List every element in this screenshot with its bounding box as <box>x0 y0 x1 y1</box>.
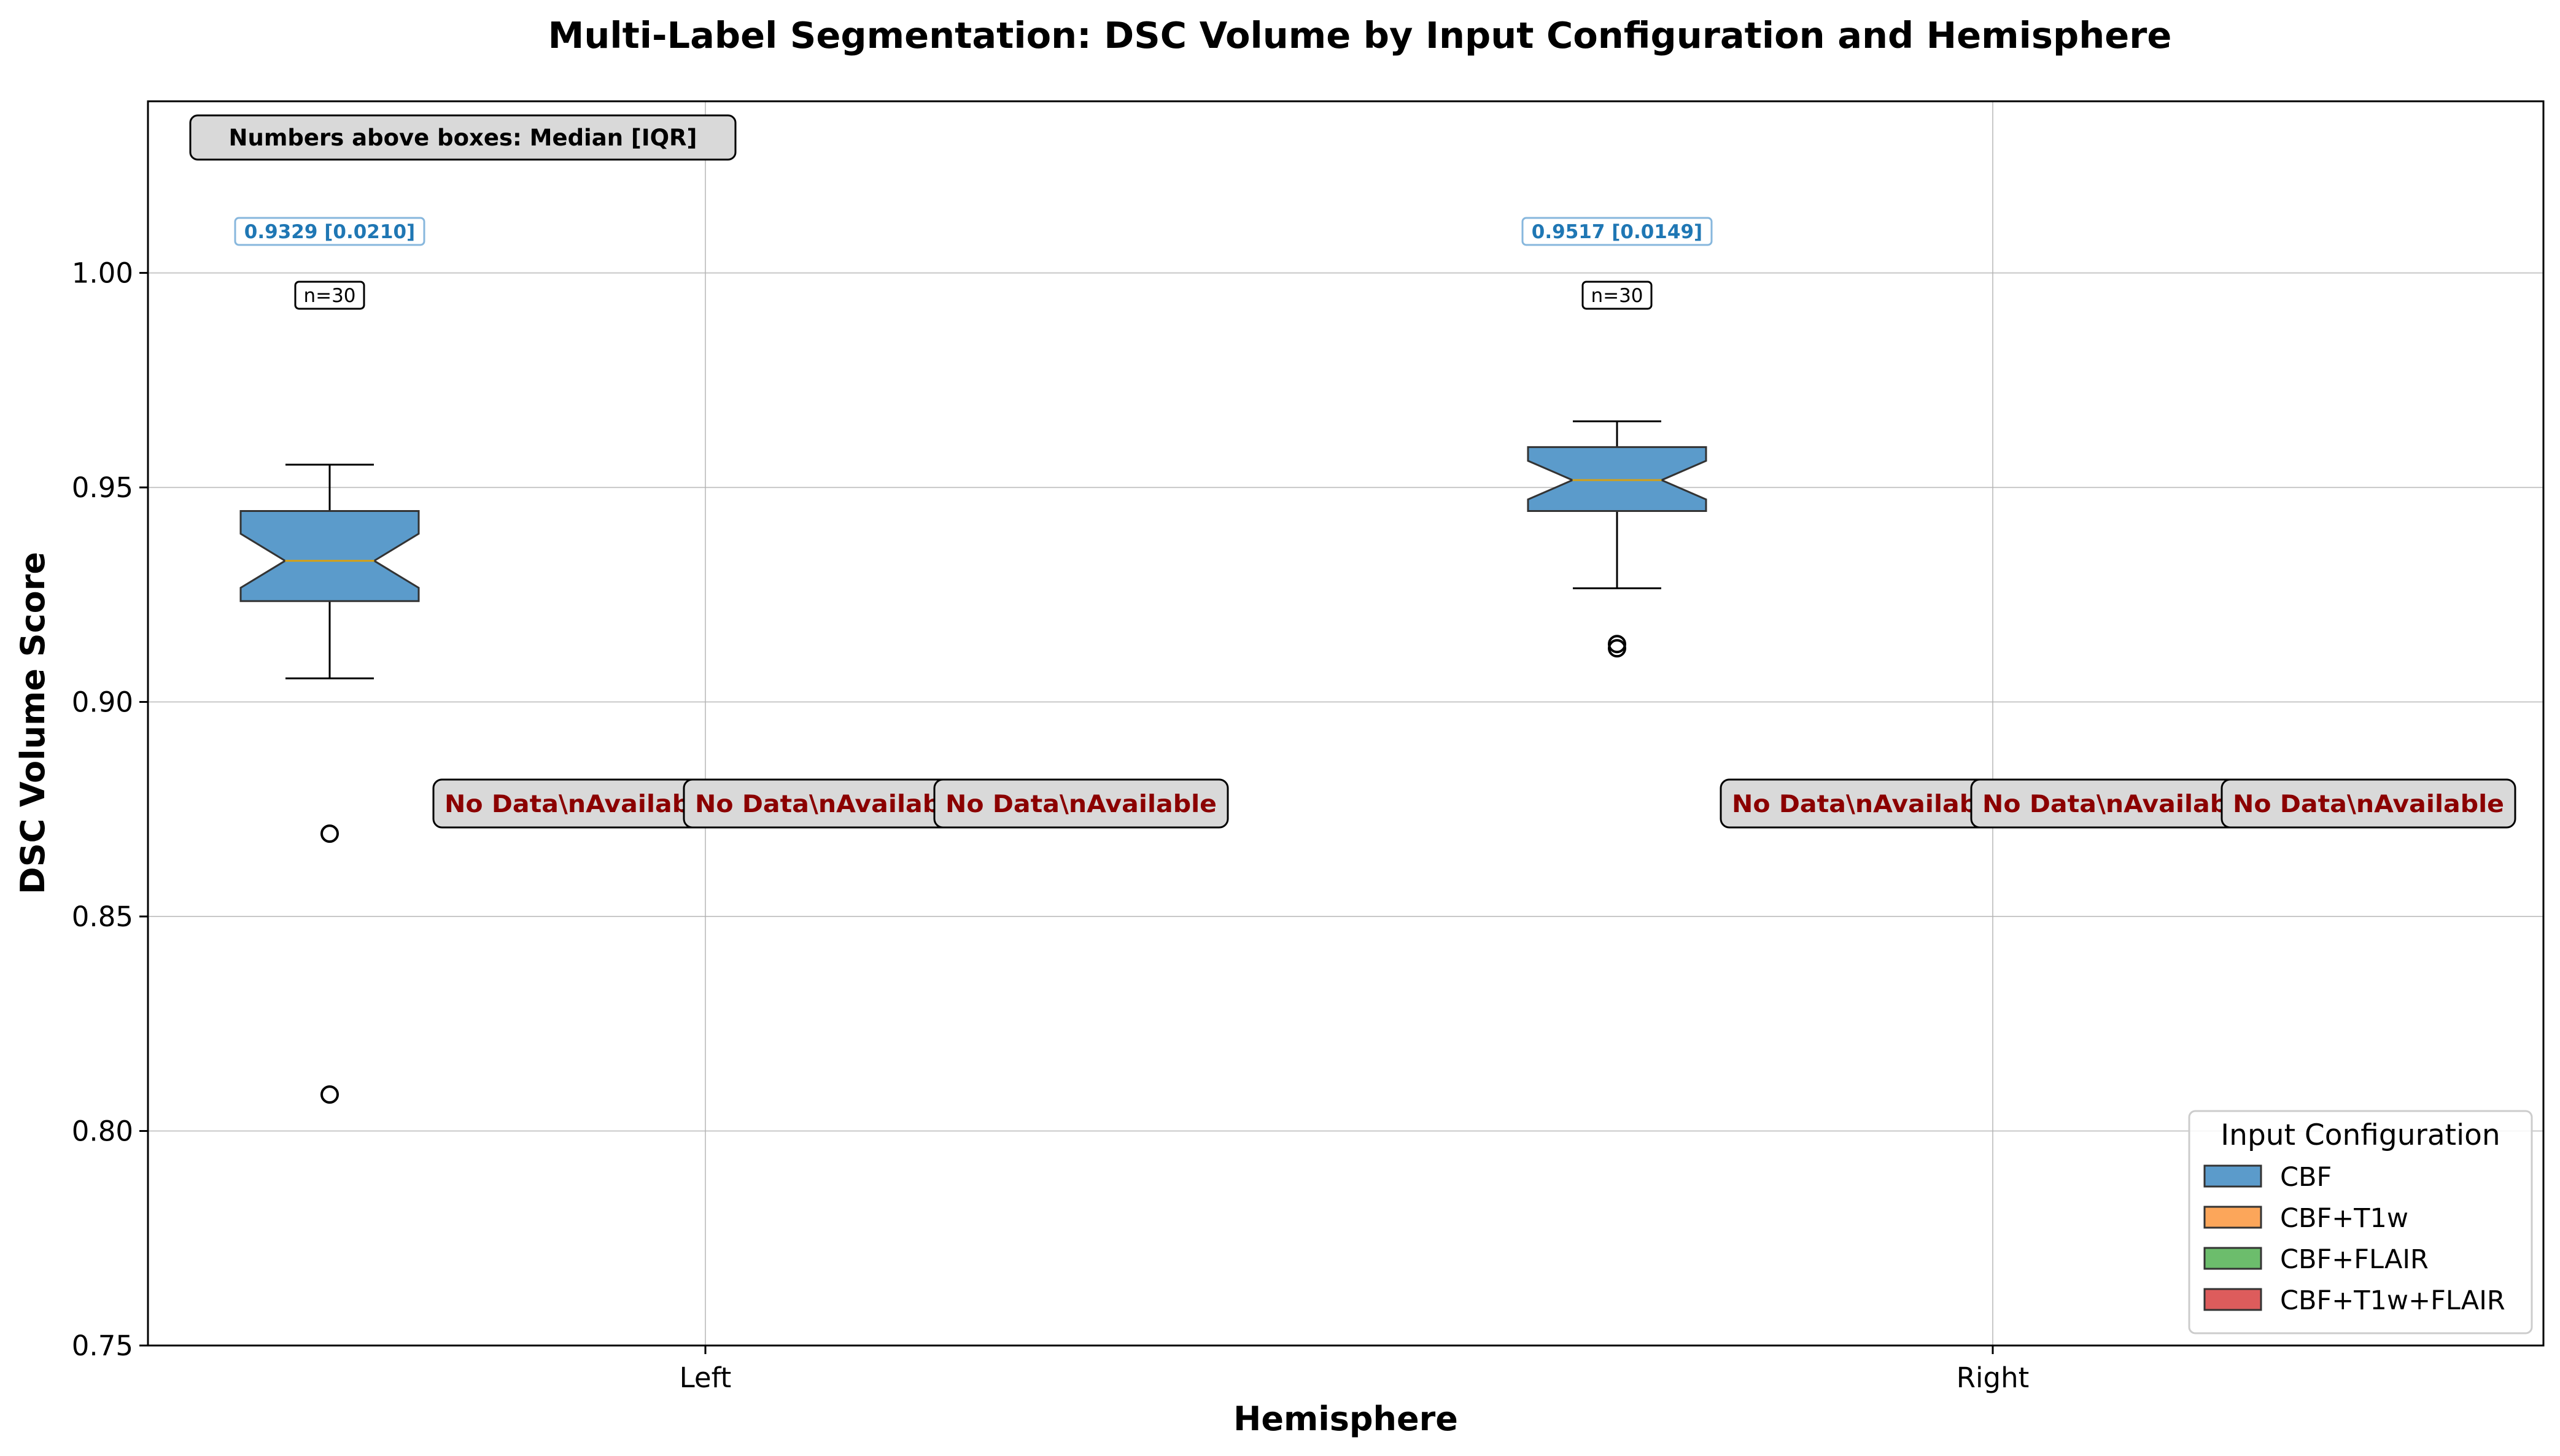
no-data-label: No Data\nAvailable <box>1732 791 2003 818</box>
median-label-box <box>1521 217 1713 246</box>
plot-layer: 0.9329 [0.0210] n=30 0.9517 [0.0149] n=30 No… <box>234 217 2516 1104</box>
no-data-cbf-flair-left: No Data\nAvailable <box>683 778 979 829</box>
legend-entry-label: CBF+T1w <box>2280 1203 2408 1234</box>
x-axis-label: Hemisphere <box>1233 1400 1458 1438</box>
no-data-cbf-t1w-left: No Data\nAvailable <box>432 778 728 829</box>
grid-layer <box>148 101 2543 1346</box>
box-cbf-right: 0.9517 [0.0149] n=30 <box>1521 217 1713 658</box>
chart-title: Multi-Label Segmentation: DSC Volume by … <box>548 14 2172 56</box>
legend-frame <box>2188 1110 2533 1334</box>
n-label: n=30 <box>1591 285 1643 307</box>
legend: Input Configuration CBFCBF+T1wCBF+FLAIRC… <box>2188 1110 2533 1334</box>
x-tick-label: Right <box>1957 1361 2030 1394</box>
no-data-label: No Data\nAvailable <box>444 791 716 818</box>
outlier-point <box>320 824 339 843</box>
x-tick-label: Left <box>680 1361 732 1394</box>
legend-entry-label: CBF+T1w+FLAIR <box>2280 1285 2505 1316</box>
n-label: n=30 <box>303 285 355 307</box>
no-data-cbf-t1w-right: No Data\nAvailable <box>1720 778 2015 829</box>
legend-entry-label: CBF+FLAIR <box>2280 1244 2429 1275</box>
box-cbf-left: 0.9329 [0.0210] n=30 <box>234 217 425 1104</box>
legend-entry-label: CBF <box>2280 1162 2332 1193</box>
legend-swatch <box>2203 1206 2262 1229</box>
no-data-cbf-t1w-flair-left: No Data\nAvailable <box>933 778 1229 829</box>
legend-swatch <box>2203 1247 2262 1270</box>
no-data-cbf-flair-right: No Data\nAvailable <box>1970 778 2266 829</box>
median-label: 0.9517 [0.0149] <box>1532 221 1702 243</box>
legend-entries: CBF CBF+T1w CBF+FLAIR CBF+T1w+FLAIR <box>2203 1162 2505 1316</box>
y-tick-label: 0.85 <box>72 900 133 933</box>
axis-layer: 0.75 0.80 0.85 0.90 0.95 1.00 Left Right <box>72 257 2029 1394</box>
median-label: 0.9329 [0.0210] <box>244 221 415 243</box>
legend-swatch <box>2203 1288 2262 1311</box>
note-annotation: Numbers above boxes: Median [IQR] <box>189 114 737 161</box>
no-data-cbf-t1w-flair-right: No Data\nAvailable <box>2221 778 2516 829</box>
notched-box <box>1527 446 1707 513</box>
y-tick-label: 1.00 <box>72 257 133 290</box>
no-data-label: No Data\nAvailable <box>1982 791 2254 818</box>
n-label-box <box>294 281 365 310</box>
no-data-box <box>933 778 1229 829</box>
median-label-box <box>234 217 425 246</box>
note-text: Numbers above boxes: Median [IQR] <box>229 125 697 151</box>
notched-box <box>239 510 420 602</box>
y-tick-label: 0.80 <box>72 1115 133 1148</box>
y-tick-label: 0.90 <box>72 686 133 719</box>
no-data-label: No Data\nAvailable <box>695 791 966 818</box>
note-box-background <box>189 114 737 161</box>
outlier-point <box>320 1085 339 1104</box>
no-data-label: No Data\nAvailable <box>2233 791 2504 818</box>
y-tick-label: 0.75 <box>72 1330 133 1362</box>
y-axis-label: DSC Volume Score <box>14 552 52 894</box>
outlier-point <box>1608 635 1626 654</box>
no-data-label: No Data\nAvailable <box>945 791 1217 818</box>
y-tick-label: 0.95 <box>72 471 133 504</box>
legend-swatch <box>2203 1164 2262 1188</box>
plot-frame <box>147 100 2545 1347</box>
n-label-box <box>1581 281 1653 310</box>
legend-title: Input Configuration <box>2221 1118 2500 1152</box>
no-data-box <box>2221 778 2516 829</box>
